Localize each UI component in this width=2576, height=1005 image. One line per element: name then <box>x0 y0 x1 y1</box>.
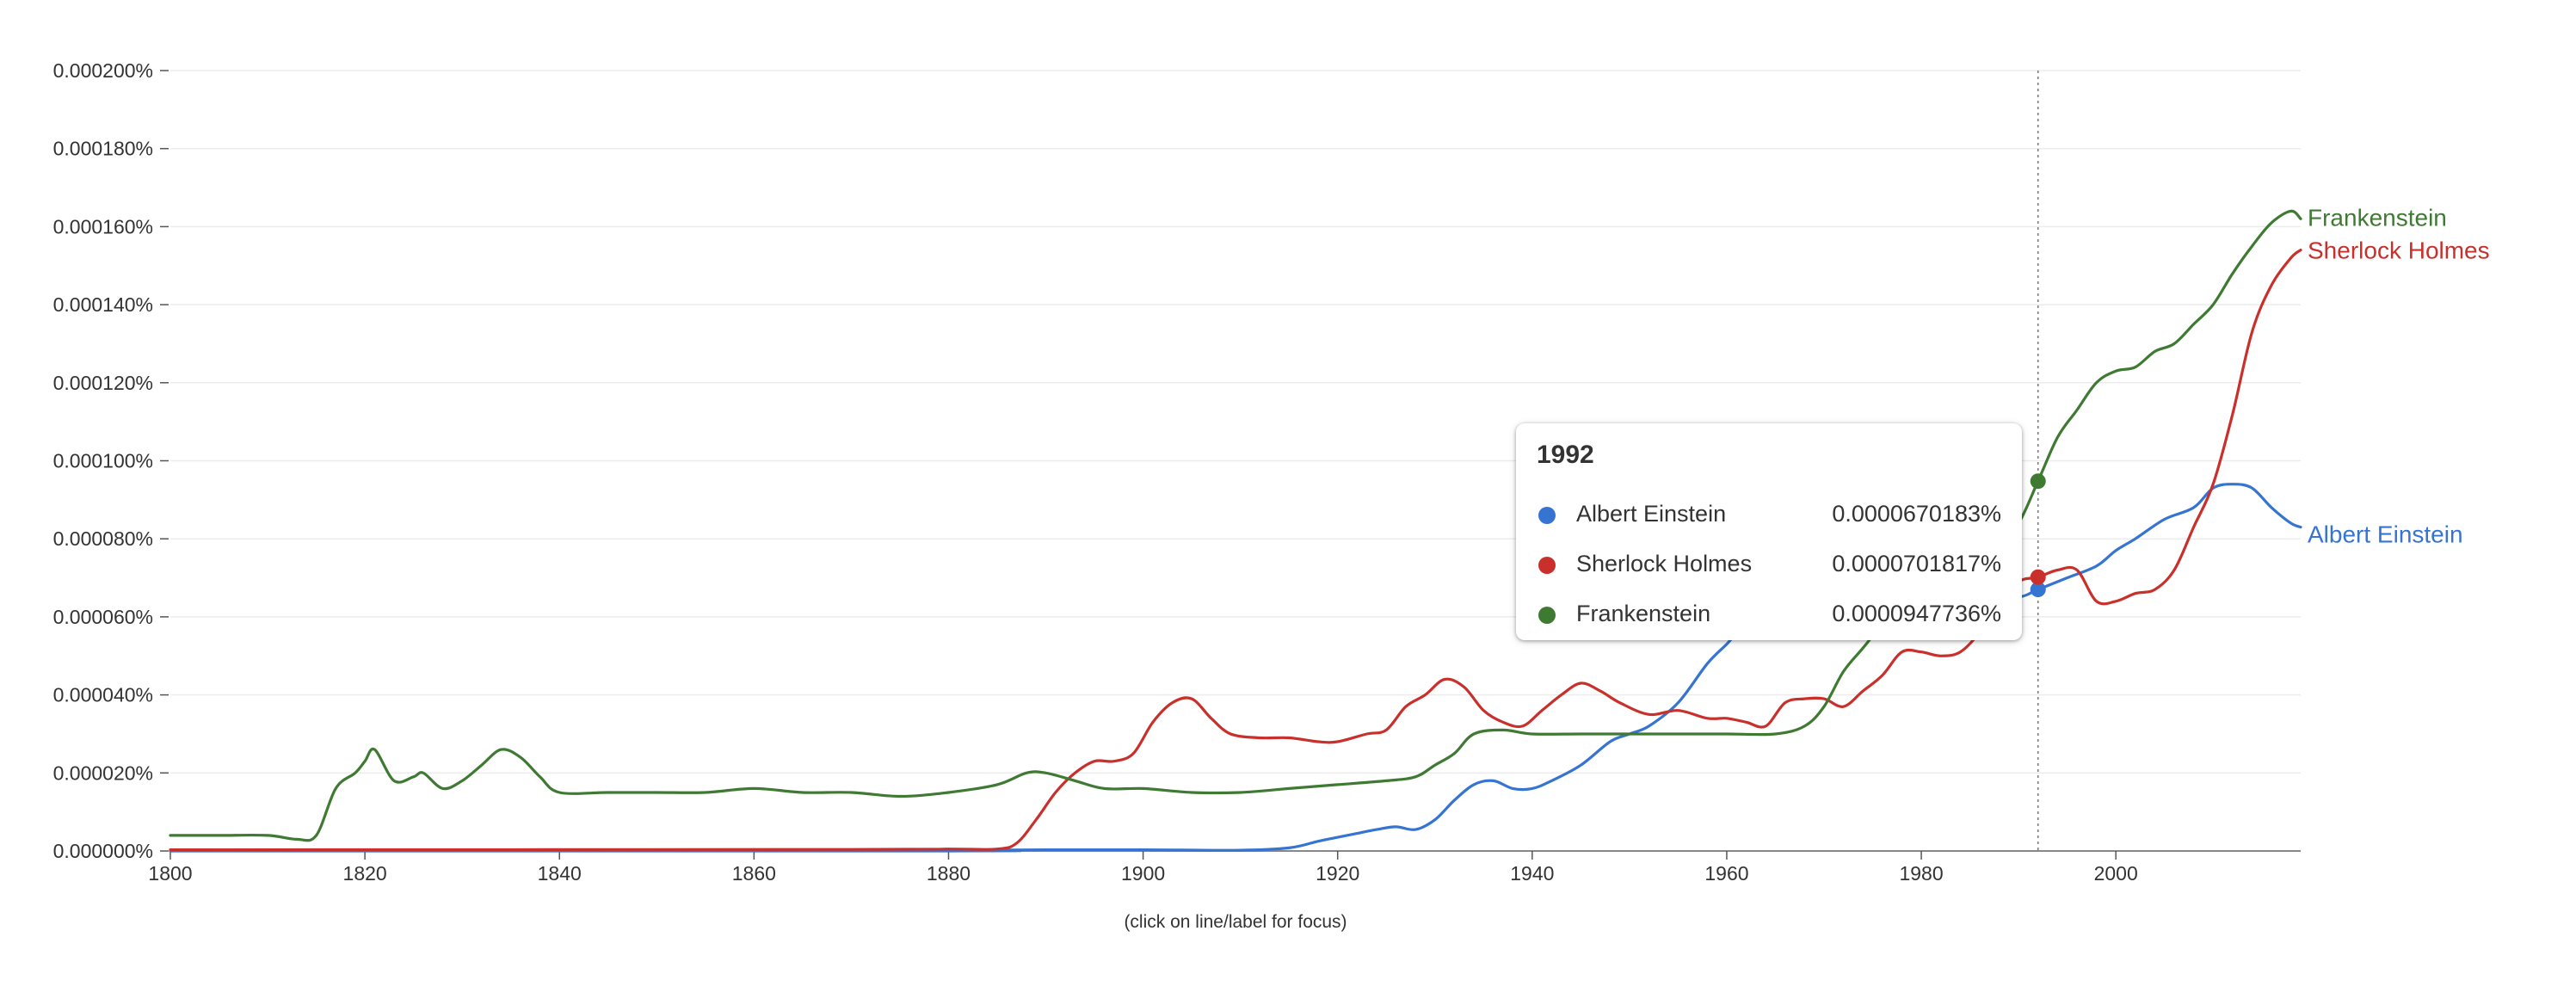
series-line-albert-einstein[interactable] <box>169 483 2302 853</box>
focus-hint: (click on line/label for focus) <box>1124 912 1347 932</box>
y-tick-label: 0.000180% <box>53 138 153 160</box>
tooltip-row-albert-einstein: Albert Einstein 0.0000670183% <box>1537 499 2001 533</box>
x-tick-label: 1920 <box>1316 862 1359 885</box>
series-color-dot <box>1538 557 1556 574</box>
x-axis: 1800 1820 1840 1860 1880 1900 1920 1940 1960 1980… <box>148 850 2301 885</box>
y-tick-label: 0.000020% <box>53 761 153 784</box>
y-tick-label: 0.000200% <box>53 59 153 82</box>
series-end-labels[interactable]: Albert Einstein Sherlock Holmes Frankenste… <box>2308 204 2490 547</box>
y-tick-label: 0.000000% <box>53 840 153 862</box>
tooltip-row-sherlock-holmes: Sherlock Holmes 0.0000701817% <box>1537 549 2001 583</box>
tooltip-series-value: 0.0000947736% <box>1832 601 2001 626</box>
x-tick-label: 1800 <box>148 862 192 885</box>
series-color-dot <box>1538 607 1556 624</box>
tooltip-series-name: Albert Einstein <box>1576 501 1727 527</box>
series-line-sherlock-holmes[interactable] <box>169 249 2302 852</box>
y-axis: 0.000200% 0.000180% 0.000160% 0.000140% 0.00… <box>53 59 169 862</box>
x-tick-label: 1980 <box>1899 862 1943 885</box>
x-tick-label: 1880 <box>927 862 971 885</box>
y-tick-label: 0.000040% <box>53 684 153 706</box>
series-line-frankenstein[interactable] <box>169 209 2302 842</box>
series-label-albert-einstein[interactable]: Albert Einstein <box>2308 521 2463 548</box>
tooltip-series-name: Sherlock Holmes <box>1576 551 1753 576</box>
tooltip-series-name: Frankenstein <box>1576 601 1711 626</box>
y-tick-label: 0.000100% <box>53 450 153 472</box>
focus-point-frankenstein <box>2030 473 2046 490</box>
x-tick-label: 1840 <box>538 862 582 885</box>
y-tick-label: 0.000120% <box>53 372 153 394</box>
tooltip-series-value: 0.0000701817% <box>1832 551 2001 576</box>
x-tick-label: 1860 <box>732 862 776 885</box>
y-tick-label: 0.000160% <box>53 215 153 237</box>
x-tick-label: 1960 <box>1704 862 1748 885</box>
series-lines[interactable] <box>169 209 2302 853</box>
x-tick-label: 1940 <box>1510 862 1554 885</box>
grid-lines <box>170 70 2301 774</box>
focus-point-albert-einstein <box>2030 582 2046 598</box>
series-color-dot <box>1538 507 1556 524</box>
focus-points <box>2030 473 2046 598</box>
y-tick-label: 0.000140% <box>53 293 153 316</box>
tooltip-year: 1992 <box>1537 441 1594 469</box>
y-tick-label: 0.000060% <box>53 606 153 628</box>
tooltip-row-frankenstein: Frankenstein 0.0000947736% <box>1537 599 2001 633</box>
y-tick-label: 0.000080% <box>53 527 153 550</box>
series-label-frankenstein[interactable]: Frankenstein <box>2308 204 2447 231</box>
tooltip-series-value: 0.0000670183% <box>1832 501 2001 527</box>
x-tick-label: 1820 <box>343 862 387 885</box>
focus-point-sherlock-holmes <box>2030 569 2046 585</box>
x-tick-label: 2000 <box>2094 862 2138 885</box>
focus-tooltip: 1992 Albert Einstein 0.0000670183% Sherl… <box>1516 423 2022 640</box>
x-tick-label: 1900 <box>1121 862 1165 885</box>
series-label-sherlock-holmes[interactable]: Sherlock Holmes <box>2308 237 2490 264</box>
